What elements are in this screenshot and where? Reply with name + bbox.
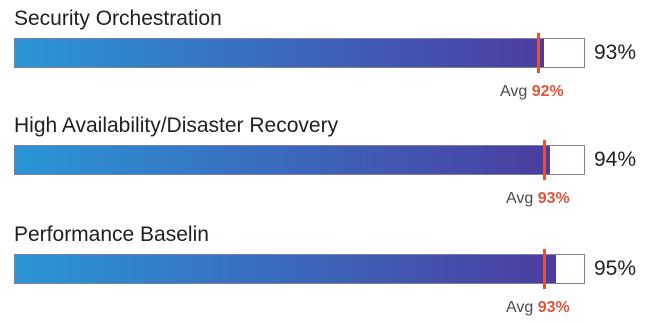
bar-track (14, 140, 585, 180)
value-label: 93% (594, 41, 637, 64)
average-value: 93% (537, 299, 570, 316)
bar-track (14, 33, 585, 73)
average-marker (542, 140, 546, 180)
average-label: Avg 93% (506, 298, 570, 318)
average-prefix: Avg (500, 83, 528, 100)
chart-row-2: High Availability/Disaster Recovery 94% … (0, 113, 658, 213)
average-prefix: Avg (506, 299, 534, 316)
average-prefix: Avg (506, 190, 534, 207)
average-marker (542, 249, 546, 289)
average-value: 92% (531, 83, 564, 100)
bar (15, 255, 556, 283)
bar (15, 146, 550, 174)
value-label: 94% (594, 148, 637, 171)
bar (15, 39, 545, 67)
category-label: High Availability/Disaster Recovery (14, 114, 339, 137)
chart-row-3: Performance Baselin 95% Avg 93% (0, 222, 658, 322)
value-label: 95% (594, 257, 637, 280)
average-label: Avg 92% (500, 82, 564, 102)
average-value: 93% (537, 190, 570, 207)
category-label: Performance Baselin (14, 223, 209, 246)
bar-track (14, 249, 585, 289)
category-label: Security Orchestration (14, 7, 222, 30)
chart-row-1: Security Orchestration 93% Avg 92% (0, 6, 658, 106)
average-marker (536, 33, 540, 73)
average-label: Avg 93% (506, 189, 570, 209)
